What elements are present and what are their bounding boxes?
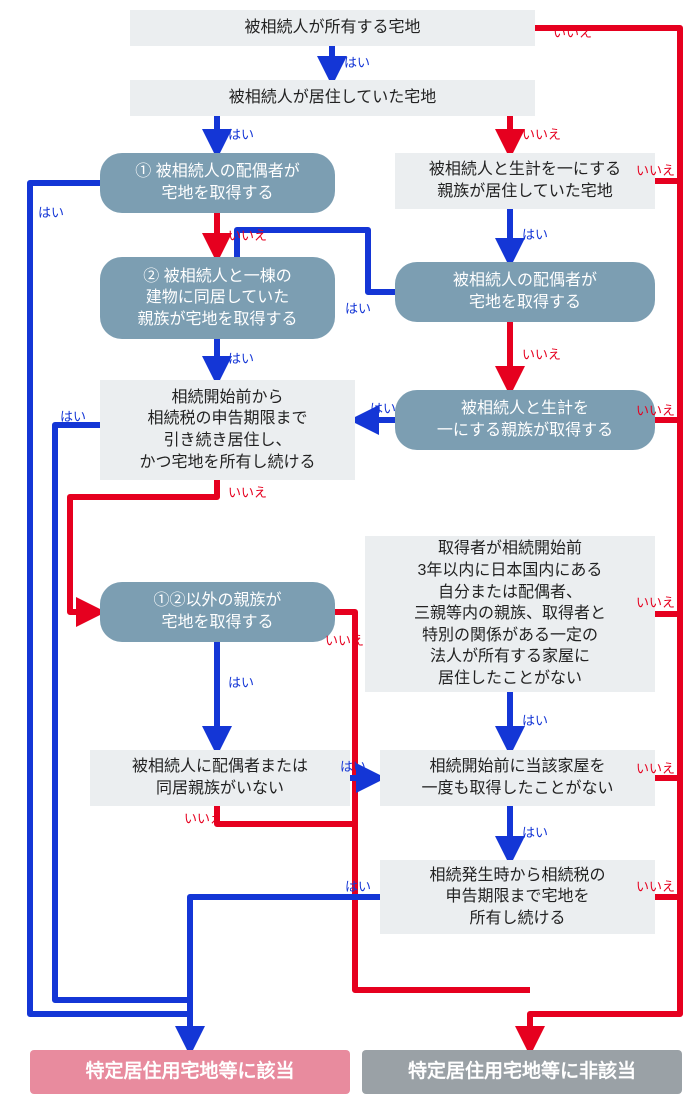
edge-label-yes: はい [60, 406, 86, 425]
flow-node-rY: 特定居住用宅地等に該当 [30, 1050, 350, 1094]
edge-label-yes: はい [345, 298, 371, 317]
edge-yes [55, 425, 190, 1000]
flow-node-n2: 被相続人が居住していた宅地 [130, 80, 535, 116]
edge-label-yes: はい [228, 672, 254, 691]
edge-label-no: いいえ [636, 758, 675, 777]
edge-label-no: いいえ [636, 876, 675, 895]
edge-label-yes: はい [370, 398, 396, 417]
flow-node-n11: 被相続人に配偶者または同居親族がいない [90, 750, 350, 806]
edge-no [217, 806, 355, 824]
edge-label-no: いいえ [522, 344, 561, 363]
flow-node-n7: 相続開始前から相続税の申告期限まで引き続き居住し、かつ宅地を所有し続ける [100, 380, 355, 480]
edge-label-yes: はい [345, 876, 371, 895]
edge-label-yes: はい [522, 710, 548, 729]
flow-node-n10: 取得者が相続開始前3年以内に日本国内にある自分または配偶者、三親等内の親族、取得… [365, 536, 655, 692]
edge-label-yes: はい [522, 822, 548, 841]
edge-label-no: いいえ [228, 225, 267, 244]
flow-node-n8: 被相続人と生計を一にする親族が取得する [395, 390, 655, 450]
flow-node-n9: ①②以外の親族が宅地を取得する [100, 582, 335, 642]
edge-label-no: いいえ [636, 400, 675, 419]
edge-label-no: いいえ [636, 592, 675, 611]
edge-label-no: いいえ [184, 808, 223, 827]
flow-node-n6: 被相続人の配偶者が宅地を取得する [395, 262, 655, 322]
flow-node-n5: ② 被相続人と一棟の建物に同居していた親族が宅地を取得する [100, 257, 335, 339]
edge-label-yes: はい [228, 124, 254, 143]
flow-node-rN: 特定居住用宅地等に非該当 [362, 1050, 682, 1094]
edge-label-no: いいえ [522, 124, 561, 143]
edge-label-no: いいえ [228, 482, 267, 501]
edge-label-yes: はい [522, 224, 548, 243]
edge-label-yes: はい [340, 756, 366, 775]
edge-label-yes: はい [38, 202, 64, 221]
flow-node-n12: 相続開始前に当該家屋を一度も取得したことがない [380, 750, 655, 806]
flow-node-n1: 被相続人が所有する宅地 [130, 10, 535, 46]
edge-label-yes: はい [228, 348, 254, 367]
flow-node-n4: 被相続人と生計を一にする親族が居住していた宅地 [395, 153, 655, 209]
edge-label-no: いいえ [636, 160, 675, 179]
edge-label-no: いいえ [325, 630, 364, 649]
edge-label-no: いいえ [553, 22, 592, 41]
edge-yes [190, 897, 380, 1014]
flow-node-n3: ① 被相続人の配偶者が宅地を取得する [100, 153, 335, 213]
edge-label-yes: はい [344, 52, 370, 71]
flow-node-n13: 相続発生時から相続税の申告期限まで宅地を所有し続ける [380, 860, 655, 934]
